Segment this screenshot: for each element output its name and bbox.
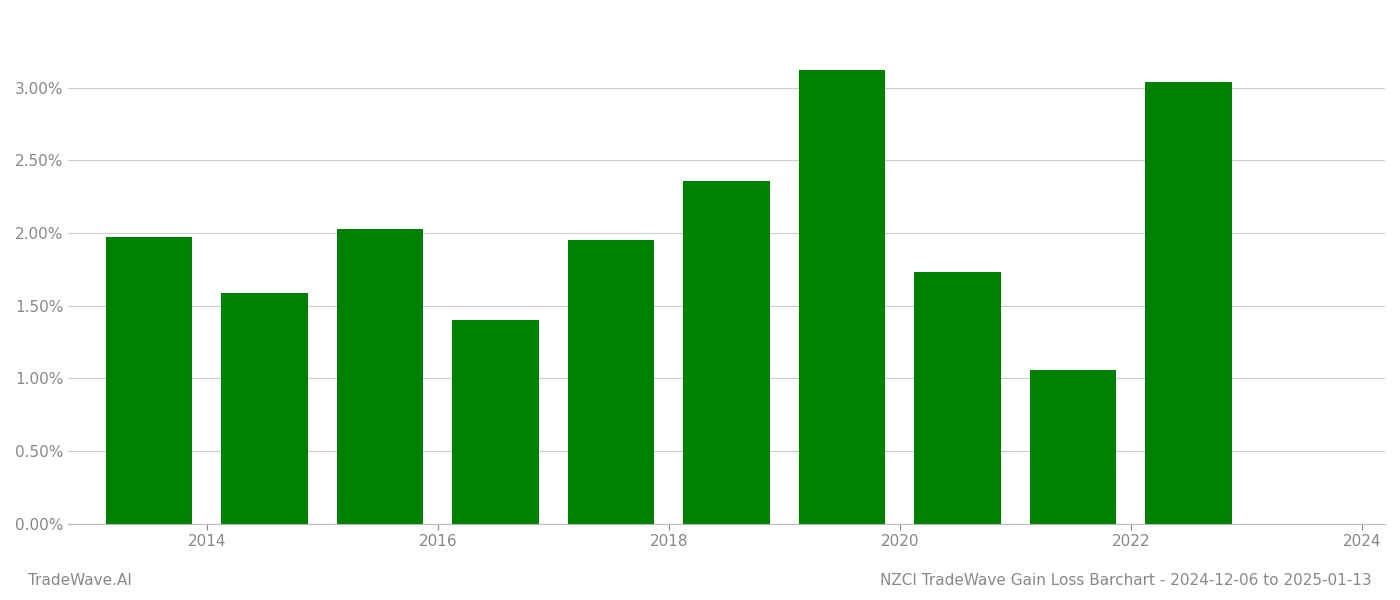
- Bar: [799, 70, 885, 524]
- Text: NZCI TradeWave Gain Loss Barchart - 2024-12-06 to 2025-01-13: NZCI TradeWave Gain Loss Barchart - 2024…: [881, 573, 1372, 588]
- Bar: [337, 229, 423, 524]
- Bar: [914, 272, 1001, 524]
- Bar: [1029, 370, 1116, 524]
- Bar: [1145, 82, 1232, 524]
- Bar: [452, 320, 539, 524]
- Text: TradeWave.AI: TradeWave.AI: [28, 573, 132, 588]
- Bar: [221, 293, 308, 524]
- Bar: [683, 181, 770, 524]
- Bar: [568, 240, 654, 524]
- Bar: [106, 238, 192, 524]
